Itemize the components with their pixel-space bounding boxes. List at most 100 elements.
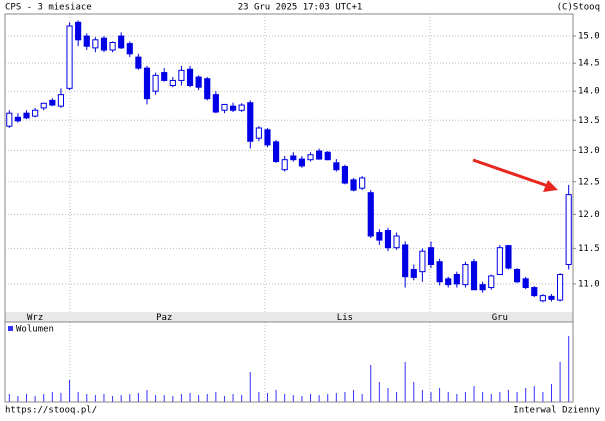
candle-body bbox=[436, 261, 443, 283]
volume-bar bbox=[378, 382, 380, 402]
volume-bar bbox=[464, 392, 466, 402]
candle-body bbox=[135, 56, 142, 69]
candle-body bbox=[307, 154, 314, 161]
volume-bar bbox=[439, 388, 441, 402]
x-tick-label: Wrz bbox=[27, 313, 43, 323]
candle-body bbox=[66, 25, 73, 89]
candle-body bbox=[23, 112, 30, 119]
candle-body bbox=[83, 35, 90, 47]
volume-bar bbox=[361, 394, 363, 402]
volume-bar bbox=[34, 396, 36, 402]
volume-bar bbox=[60, 393, 62, 402]
candle-body bbox=[204, 78, 211, 100]
interval: Interwal Dzienny bbox=[513, 406, 600, 416]
volume-bar bbox=[284, 394, 286, 402]
volume-bar bbox=[129, 394, 131, 402]
candle-body bbox=[49, 99, 56, 106]
volume-bar bbox=[43, 394, 45, 402]
volume-bar bbox=[533, 386, 535, 402]
candle-body bbox=[238, 104, 245, 111]
volume-bar bbox=[318, 395, 320, 402]
y-tick-label: 14.0 bbox=[578, 87, 600, 97]
candle-body bbox=[14, 116, 21, 122]
y-tick-label: 13.5 bbox=[578, 116, 600, 126]
volume-bar bbox=[189, 393, 191, 402]
volume-bar bbox=[473, 386, 475, 402]
candle-body bbox=[376, 232, 383, 241]
volume-bar bbox=[335, 393, 337, 402]
volume-bar bbox=[8, 394, 10, 402]
candle-body bbox=[359, 177, 366, 189]
volume-bar bbox=[94, 395, 96, 402]
candle-body bbox=[539, 295, 546, 302]
candle-body bbox=[255, 127, 262, 139]
volume-bar bbox=[17, 396, 19, 402]
volume-bar bbox=[232, 394, 234, 402]
volume-bar bbox=[249, 372, 251, 402]
volume-bar bbox=[310, 394, 312, 402]
candle-body bbox=[557, 274, 564, 301]
y-tick-label: 14.5 bbox=[578, 59, 600, 69]
volume-bar bbox=[292, 395, 294, 402]
candle-body bbox=[6, 112, 13, 127]
candle-body bbox=[32, 109, 39, 117]
volume-bar bbox=[447, 392, 449, 402]
candle-body bbox=[212, 94, 219, 113]
candle-body bbox=[496, 247, 503, 276]
candle-body bbox=[75, 21, 82, 41]
volume-bar bbox=[353, 390, 355, 402]
candle-body bbox=[402, 244, 409, 278]
legend-label: Wolumen bbox=[16, 325, 54, 335]
candle-body bbox=[367, 192, 374, 237]
y-tick-label: 12.5 bbox=[578, 177, 600, 187]
volume-bar bbox=[241, 395, 243, 402]
candle-body bbox=[281, 159, 288, 171]
volume-bar bbox=[550, 384, 552, 402]
candle-body bbox=[470, 261, 478, 291]
candle-body bbox=[178, 69, 185, 81]
volume-bar bbox=[396, 392, 398, 402]
volume-bar bbox=[86, 394, 88, 402]
volume-bar bbox=[51, 392, 53, 402]
volume-bar bbox=[215, 392, 217, 402]
candle-body bbox=[324, 151, 331, 161]
volume-bar bbox=[77, 392, 79, 402]
volume-bar bbox=[344, 392, 346, 402]
volume-bar bbox=[26, 394, 28, 402]
annotation-arrow bbox=[472, 158, 549, 188]
candle-body bbox=[479, 284, 486, 291]
volume-frame bbox=[4, 321, 574, 403]
candle-body bbox=[40, 102, 47, 109]
candle-body bbox=[273, 141, 280, 163]
volume-bar bbox=[559, 362, 561, 402]
candle-body bbox=[221, 103, 228, 111]
y-tick-label: 11.0 bbox=[578, 279, 600, 289]
candle-body bbox=[333, 162, 340, 171]
candle-body bbox=[100, 37, 108, 51]
volume-bar bbox=[266, 393, 268, 402]
volume-bar bbox=[163, 395, 165, 402]
volume-bar bbox=[482, 392, 484, 402]
annotation-arrowhead bbox=[543, 180, 558, 192]
marks: 11.0 11.5 12.0 12.5 13.0 13.5 14.0 14.5 15.0 Wrz P… bbox=[5, 20, 600, 402]
y-tick-label: 12.0 bbox=[578, 210, 600, 220]
candle-body bbox=[316, 150, 323, 160]
volume-bar bbox=[516, 392, 518, 402]
chart-subtitle: 23 Gru 2025 17:03 UTC+1 bbox=[238, 3, 363, 13]
candle-body bbox=[143, 67, 151, 100]
candle-body bbox=[264, 129, 271, 146]
candle-body bbox=[505, 245, 512, 269]
candle-body bbox=[195, 76, 202, 88]
candle-body bbox=[298, 158, 305, 167]
candle-body bbox=[247, 102, 254, 142]
candle-body bbox=[565, 194, 572, 266]
x-tick-label: Paz bbox=[156, 313, 172, 323]
y-tick-label: 15.0 bbox=[578, 32, 600, 42]
candle-body bbox=[126, 43, 133, 55]
candle-body bbox=[161, 72, 168, 81]
candle-body bbox=[445, 278, 452, 286]
candle-body bbox=[548, 295, 555, 300]
volume-bar bbox=[223, 396, 225, 402]
